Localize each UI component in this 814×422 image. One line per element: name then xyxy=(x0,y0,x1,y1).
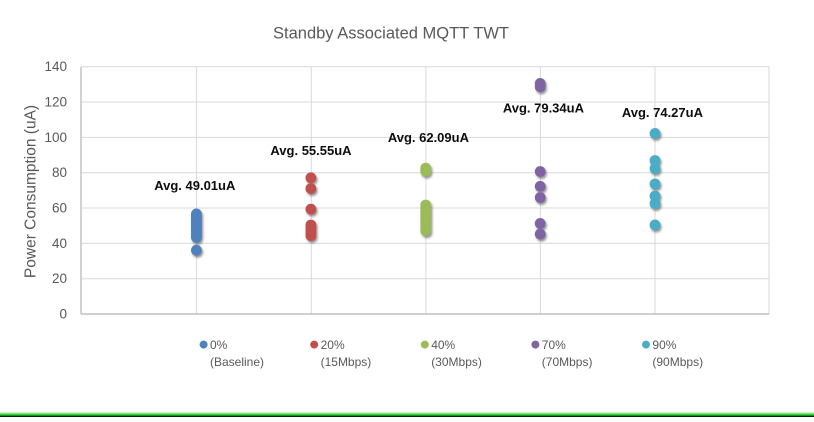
svg-text:(90Mbps): (90Mbps) xyxy=(652,355,703,369)
svg-text:Avg. 74.27uA: Avg. 74.27uA xyxy=(622,105,704,120)
svg-text:40: 40 xyxy=(52,236,67,251)
svg-text:100: 100 xyxy=(44,130,67,145)
svg-text:Avg. 49.01uA: Avg. 49.01uA xyxy=(154,178,236,193)
svg-text:(70Mbps): (70Mbps) xyxy=(542,355,593,369)
svg-text:80: 80 xyxy=(52,165,67,180)
svg-text:(15Mbps): (15Mbps) xyxy=(321,355,372,369)
svg-text:Power Consumption (uA): Power Consumption (uA) xyxy=(23,105,40,278)
svg-text:90%: 90% xyxy=(652,338,676,352)
svg-text:20%: 20% xyxy=(321,338,345,352)
svg-text:140: 140 xyxy=(44,59,67,74)
svg-text:120: 120 xyxy=(44,95,67,110)
svg-text:40%: 40% xyxy=(431,338,455,352)
svg-text:0%: 0% xyxy=(210,338,228,352)
svg-text:Avg. 55.55uA: Avg. 55.55uA xyxy=(270,143,352,158)
svg-text:(Baseline): (Baseline) xyxy=(210,355,264,369)
svg-text:20: 20 xyxy=(52,271,67,286)
svg-text:Avg. 79.34uA: Avg. 79.34uA xyxy=(503,101,585,116)
svg-text:0: 0 xyxy=(59,307,67,322)
svg-text:Standby Associated MQTT TWT: Standby Associated MQTT TWT xyxy=(273,24,509,42)
svg-text:(30Mbps): (30Mbps) xyxy=(431,355,482,369)
svg-text:Avg. 62.09uA: Avg. 62.09uA xyxy=(388,130,470,145)
svg-text:70%: 70% xyxy=(542,338,566,352)
svg-text:60: 60 xyxy=(52,201,67,216)
